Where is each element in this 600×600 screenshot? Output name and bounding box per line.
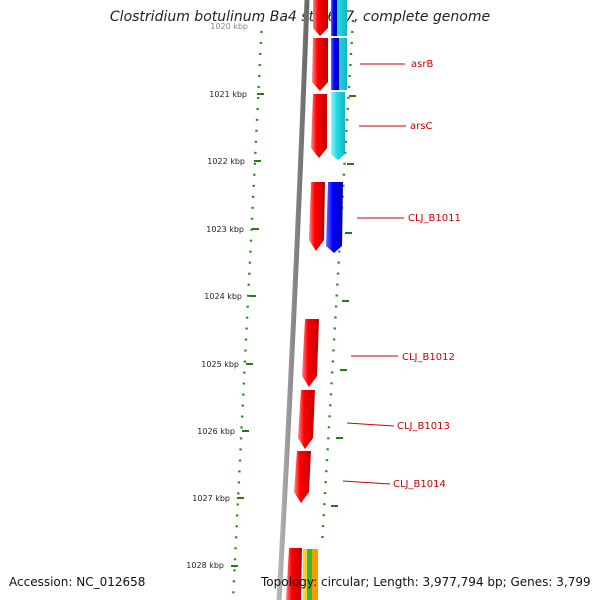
label-leaders [342, 63, 406, 485]
gene-arrow-CLJ_B1012[interactable] [302, 319, 319, 387]
gene-arrow-CLJ_B1013[interactable] [298, 390, 315, 449]
gene-arrow-arsC[interactable] [311, 94, 327, 158]
genome-backbone [276, 0, 310, 600]
genome-summary: Topology: circular; Length: 3,977,794 bp… [261, 575, 591, 589]
feature-block[interactable] [307, 549, 312, 600]
scale-label-1027: 1027 kbp [192, 494, 230, 503]
scale-label-1026: 1026 kbp [197, 427, 235, 436]
feature-block-asrB-blue[interactable] [331, 38, 339, 90]
gene-label-asrB[interactable]: asrB [411, 59, 433, 70]
accession-label: Accession: NC_012658 [9, 575, 146, 589]
scale-labels: 1020 kbp 1021 kbp 1022 kbp 1023 kbp 1024… [186, 22, 248, 570]
gene-label-CLJ_B1013[interactable]: CLJ_B1013 [397, 421, 450, 432]
feature-block-arsC[interactable] [331, 92, 345, 160]
scale-label-1024: 1024 kbp [204, 292, 242, 301]
feature-block[interactable] [312, 549, 318, 600]
gene-track [286, 0, 328, 600]
scale-label-1028: 1028 kbp [186, 561, 224, 570]
gene-labels: asrB arsC CLJ_B1011 CLJ_B1012 CLJ_B1013 … [393, 59, 461, 490]
scale-label-1022: 1022 kbp [207, 157, 245, 166]
scale-label-1023: 1023 kbp [206, 225, 244, 234]
gene-label-CLJ_B1011[interactable]: CLJ_B1011 [408, 213, 461, 224]
scale-ticks [231, 93, 264, 567]
scale-label-1021: 1021 kbp [209, 90, 247, 99]
map-title: Clostridium botulinum Ba4 str. 657, comp… [109, 9, 491, 25]
inner-dotted-ring [231, 19, 264, 600]
scale-label-1020: 1020 kbp [210, 22, 248, 31]
gene-label-CLJ_B1012[interactable]: CLJ_B1012 [402, 352, 455, 363]
feature-block[interactable] [303, 549, 308, 600]
gene-arrow-CLJ_B1014[interactable] [294, 451, 311, 503]
feature-track [303, 0, 347, 600]
outer-scale-ticks [331, 95, 356, 507]
gene-arrow[interactable] [286, 548, 302, 600]
feature-block[interactable] [331, 0, 337, 36]
gene-label-arsC[interactable]: arsC [410, 121, 432, 132]
feature-block-CLJ_B1011[interactable] [326, 182, 343, 253]
gene-label-CLJ_B1014[interactable]: CLJ_B1014 [393, 479, 446, 490]
gene-arrow-asrB[interactable] [312, 38, 328, 91]
gene-arrow[interactable] [313, 0, 328, 36]
gene-arrow-CLJ_B1011[interactable] [309, 182, 325, 251]
scale-label-1025: 1025 kbp [201, 360, 239, 369]
